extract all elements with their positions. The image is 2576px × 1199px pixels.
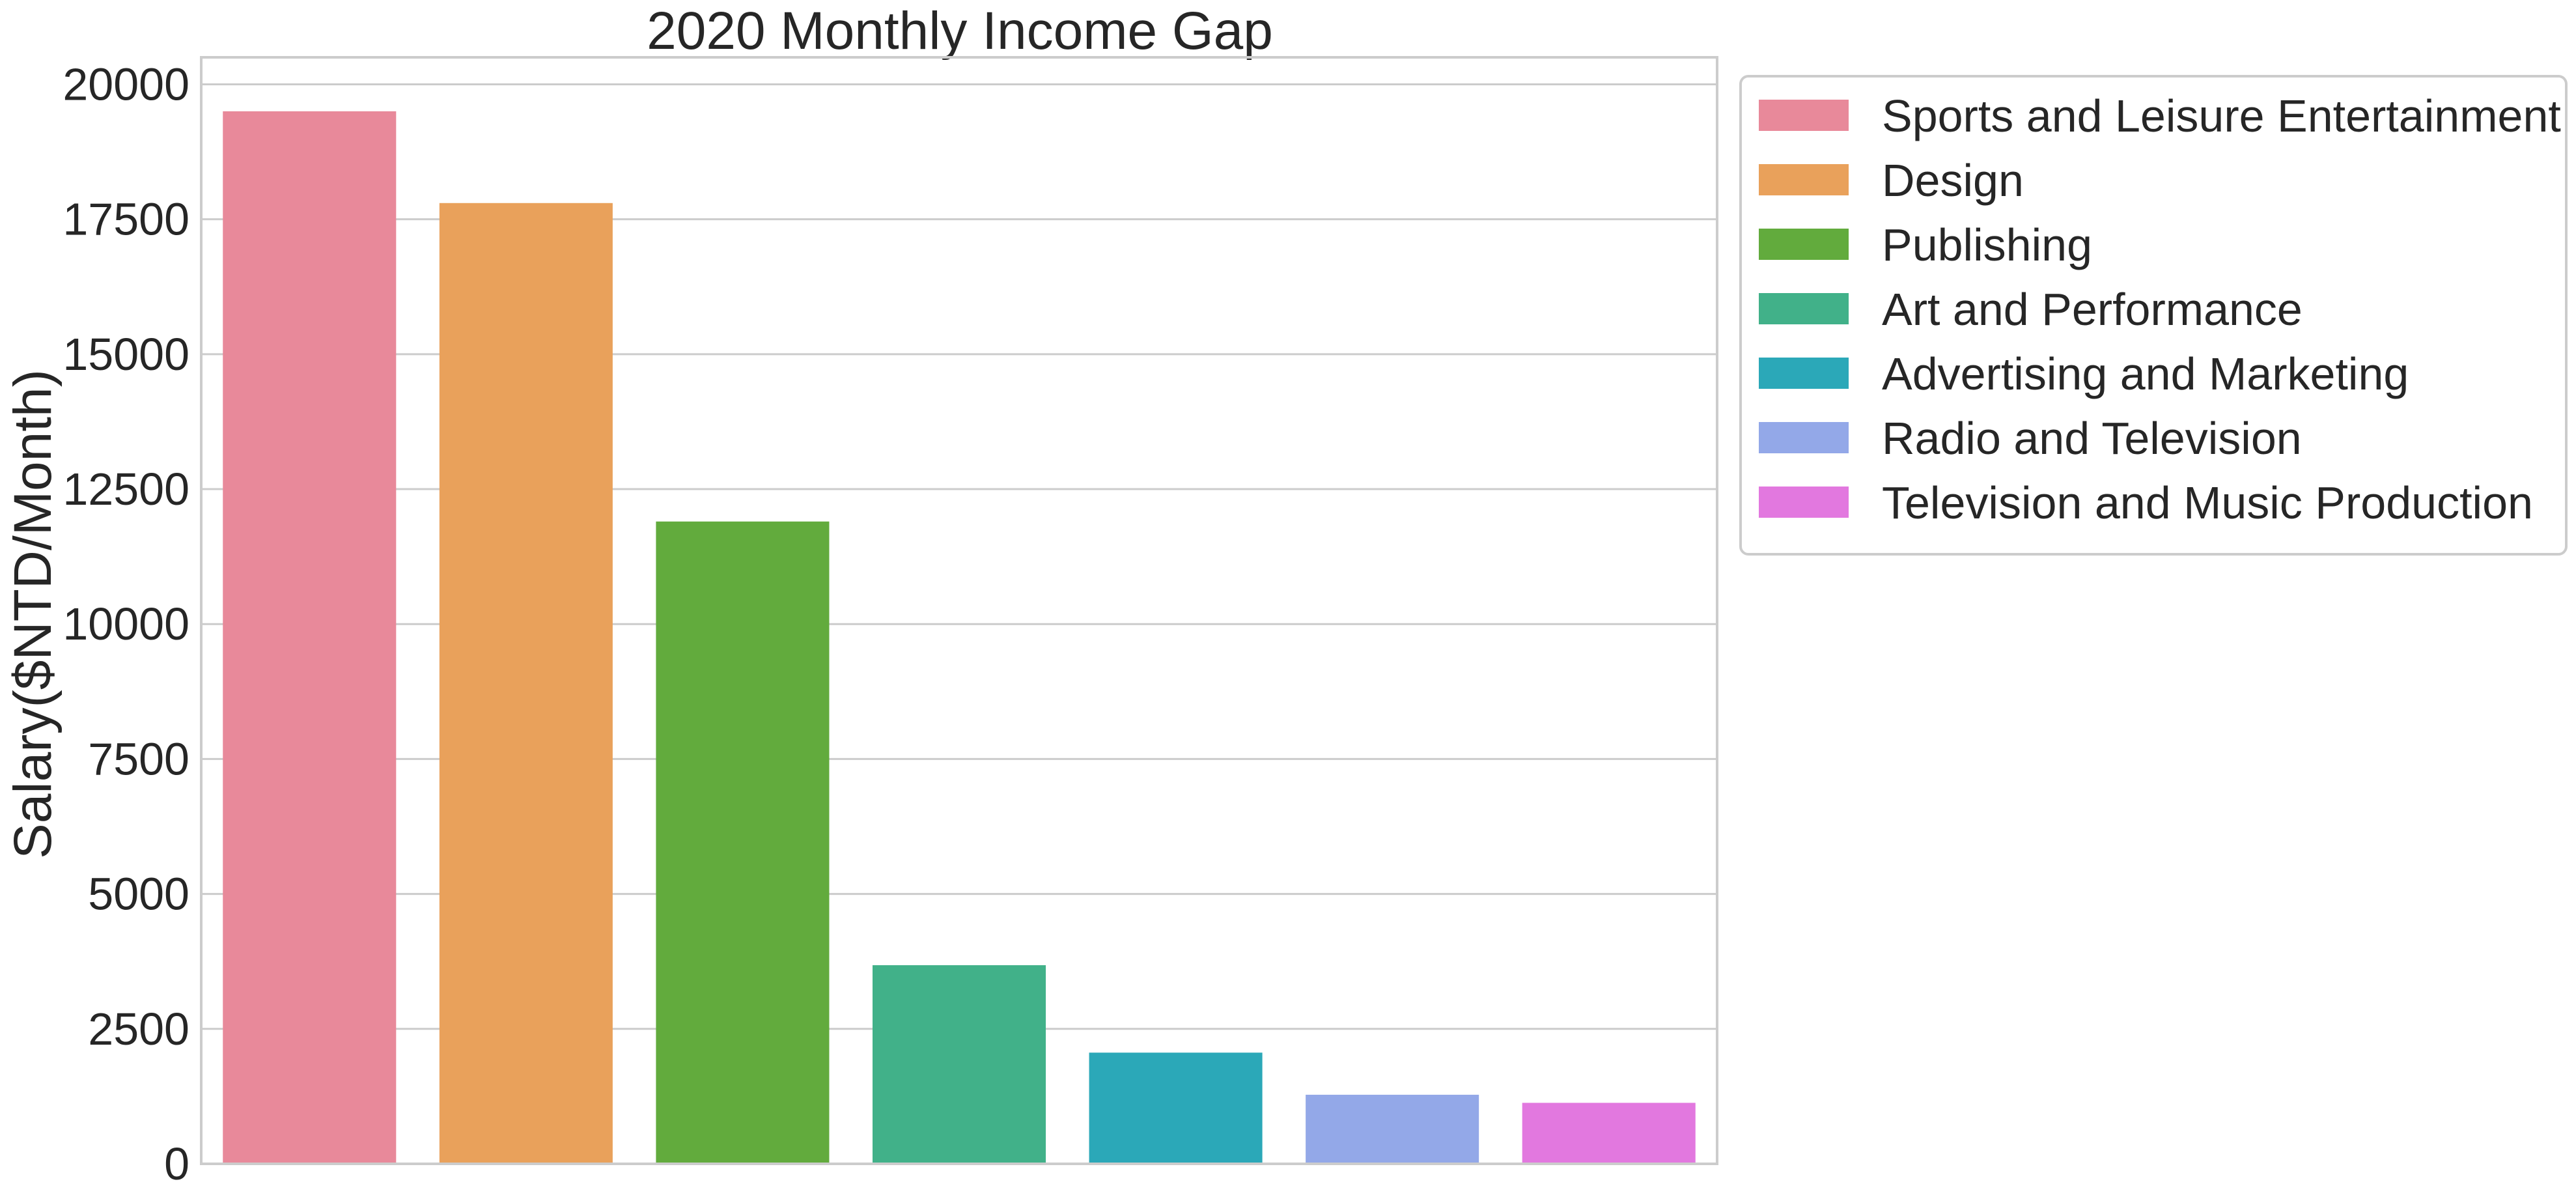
legend-entry: Art and Performance: [1882, 284, 2303, 335]
y-axis-ticks: 0 2500 5000 7500 10000 12500 15000 17500 20000: [63, 59, 189, 1189]
bar: [656, 521, 830, 1164]
y-tick-label: 7500: [88, 733, 189, 784]
legend-entry: Publishing: [1882, 219, 2092, 270]
y-tick-label: 0: [164, 1138, 189, 1189]
legend-swatch: [1759, 164, 1849, 195]
legend-entry: Radio and Television: [1882, 413, 2302, 464]
chart-title: 2020 Monthly Income Gap: [647, 1, 1273, 61]
y-tick-label: 5000: [88, 869, 189, 920]
bar: [1089, 1052, 1263, 1164]
y-tick-label: 10000: [63, 599, 189, 649]
plot-area-frame: [200, 56, 1718, 1165]
legend-swatch: [1759, 229, 1849, 260]
legend-swatch: [1759, 100, 1849, 131]
bar: [1522, 1103, 1696, 1164]
y-tick-label: 17500: [63, 194, 189, 245]
legend-frame: [1739, 75, 2568, 556]
bars: [223, 111, 1696, 1164]
legend-entry: Sports and Leisure Entertainment: [1882, 91, 2561, 141]
bar: [872, 965, 1046, 1164]
bar: [1306, 1094, 1479, 1164]
y-tick-label: 12500: [63, 464, 189, 515]
legend-entry: Advertising and Marketing: [1882, 348, 2409, 399]
y-tick-label: 20000: [63, 59, 189, 109]
legend: Sports and Leisure Entertainment Design Pu…: [1739, 75, 2568, 556]
y-axis-label: Salary($NTD/Month): [3, 369, 63, 859]
legend-swatch: [1759, 487, 1849, 518]
legend-swatch: [1759, 358, 1849, 389]
legend-swatch: [1759, 293, 1849, 324]
bar: [223, 111, 397, 1164]
y-tick-label: 15000: [63, 329, 189, 380]
y-tick-label: 2500: [88, 1004, 189, 1054]
legend-entry: Television and Music Production: [1882, 477, 2533, 528]
legend-swatch: [1759, 422, 1849, 453]
legend-entry: Design: [1882, 155, 2024, 206]
bar: [439, 203, 613, 1164]
